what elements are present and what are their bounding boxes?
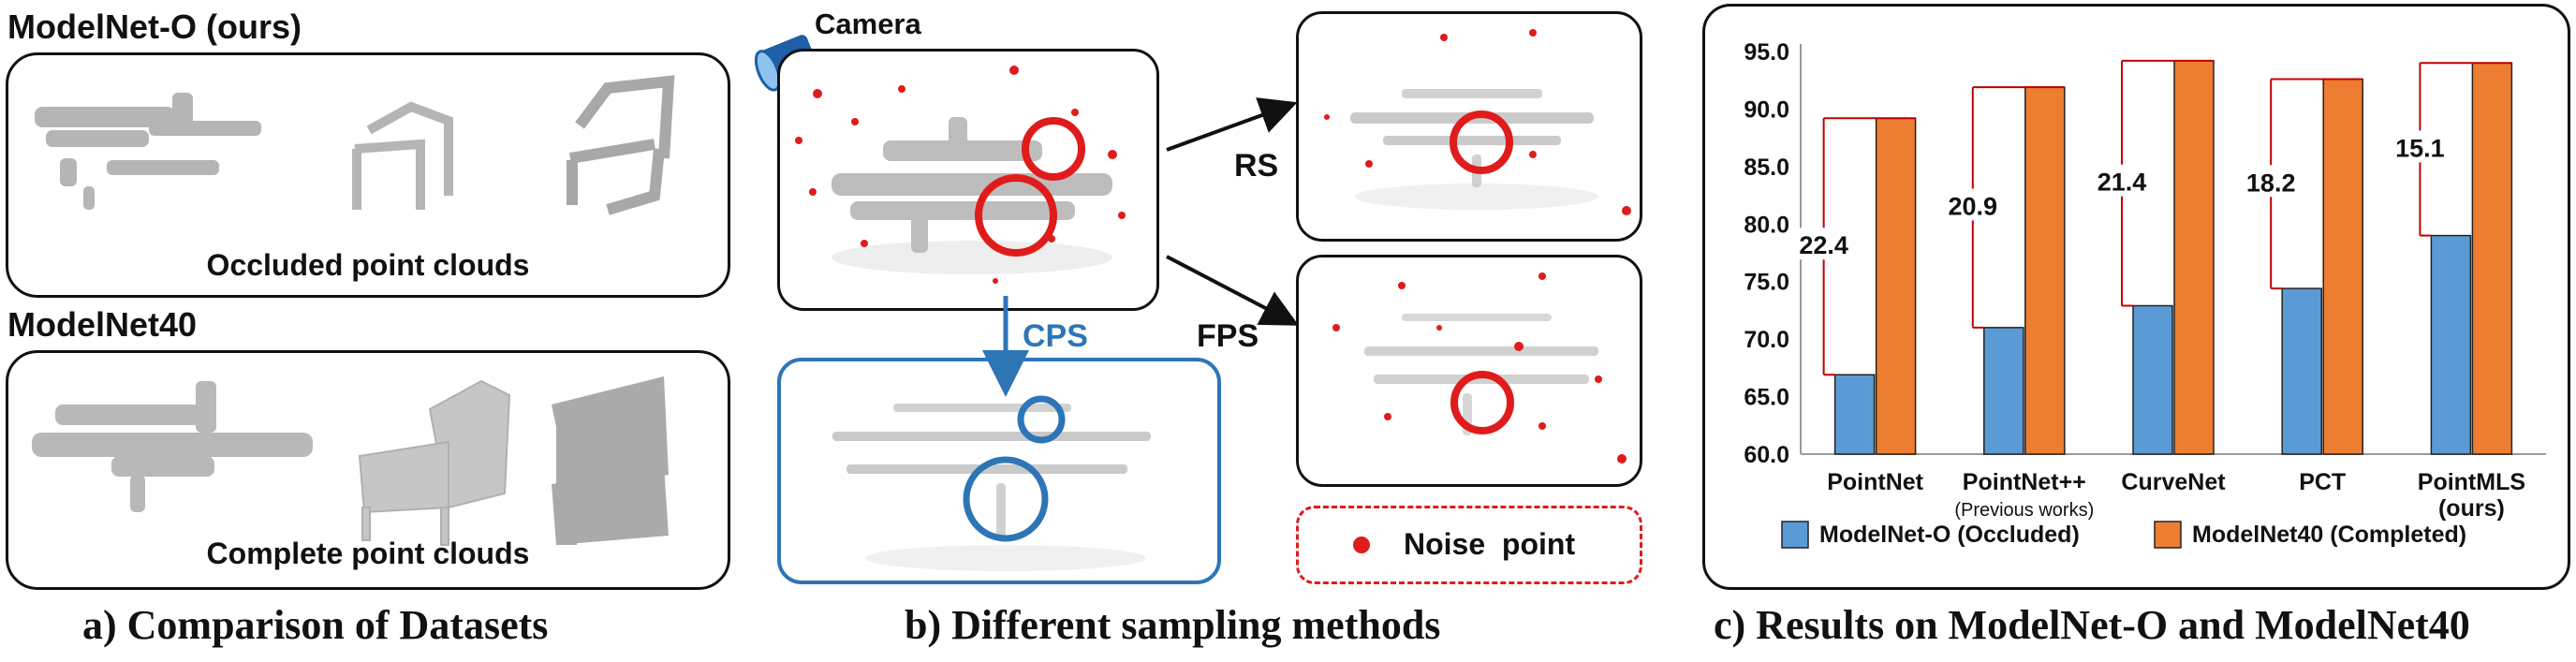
legend-label-occluded: ModelNet-O (Occluded) xyxy=(1819,522,2080,548)
category-label: PointMLS xyxy=(2418,469,2525,495)
bar-occluded xyxy=(1983,327,2024,455)
gap-label-bg xyxy=(2390,130,2451,163)
legend-label-completed: ModelNet40 (Completed) xyxy=(2192,522,2466,548)
results-chart-panel: 60.0 65.0 70.0 75.0 80.0 85.0 90.0 95.0 22.4 Poin… xyxy=(1702,4,2570,590)
fps-sampled-cloud xyxy=(1332,272,1627,463)
gap-label: 22.4 xyxy=(1799,231,1848,259)
bar-occluded xyxy=(2281,287,2322,455)
input-point-cloud-panel xyxy=(777,49,1159,311)
fps-sampled-panel xyxy=(1296,255,1642,487)
bar-completed xyxy=(2322,78,2363,455)
legend-swatch-completed xyxy=(2154,521,2182,549)
occluded-dataset-title: ModelNet-O (ours) xyxy=(7,7,302,46)
cps-label: CPS xyxy=(1023,318,1088,354)
gap-label-bg xyxy=(1793,228,1854,260)
camera-label: Camera xyxy=(815,7,921,40)
results-bar-chart: 60.0 65.0 70.0 75.0 80.0 85.0 90.0 95.0 22.4 Poin… xyxy=(1744,39,2546,549)
rs-arrow xyxy=(1166,97,1298,152)
y-tick-label: 75.0 xyxy=(1744,270,1789,296)
bar-completed xyxy=(1875,117,1917,455)
complete-dataset-title: ModelNet40 xyxy=(7,305,198,344)
bar-occluded xyxy=(2430,234,2472,455)
y-tick-label: 65.0 xyxy=(1744,385,1789,411)
y-tick-label: 90.0 xyxy=(1744,96,1789,123)
bar-completed xyxy=(2024,86,2066,455)
input-point-cloud xyxy=(795,66,1126,284)
caption-a: a) Comparison of Datasets xyxy=(82,602,549,648)
rs-label: RS xyxy=(1234,148,1279,184)
noise-point-marker xyxy=(1353,537,1370,553)
y-tick-label: 60.0 xyxy=(1744,442,1789,468)
gap-label-bg xyxy=(2092,164,2152,197)
gap-label: 21.4 xyxy=(2098,169,2147,197)
fps-arrow xyxy=(1166,255,1300,326)
complete-point-clouds-label: Complete point clouds xyxy=(206,537,530,570)
noise-point-label: Noise point xyxy=(1404,527,1576,561)
category-label: PointNet xyxy=(1827,469,1923,495)
cps-sampled-cloud xyxy=(832,395,1151,571)
category-label: PointNet++ xyxy=(1963,469,2086,495)
noise-legend-box: Noise point xyxy=(1296,506,1642,584)
gap-label: 15.1 xyxy=(2395,134,2445,162)
rs-sampled-panel xyxy=(1296,11,1642,242)
category-label: CurveNet xyxy=(2121,469,2226,495)
category-sublabel: (ours) xyxy=(2438,495,2505,522)
occluded-point-clouds-label: Occluded point clouds xyxy=(206,248,530,282)
caption-b: b) Different sampling methods xyxy=(905,602,1441,648)
y-tick-label: 80.0 xyxy=(1744,212,1789,238)
gap-label: 18.2 xyxy=(2246,169,2296,197)
category-sublabel: (Previous works) xyxy=(1954,500,2094,521)
complete-point-clouds-illustration xyxy=(32,376,669,546)
fps-label: FPS xyxy=(1197,318,1259,354)
y-tick-label: 85.0 xyxy=(1744,154,1789,181)
caption-c: c) Results on ModelNet-O and ModelNet40 xyxy=(1714,602,2470,648)
y-tick-label: 95.0 xyxy=(1744,39,1789,66)
gap-label-bg xyxy=(1942,188,2003,221)
occluded-dataset-panel: Occluded point clouds xyxy=(6,52,730,298)
bar-completed xyxy=(2173,60,2215,455)
bar-occluded xyxy=(2132,304,2173,455)
complete-dataset-panel: Complete point clouds xyxy=(6,350,730,590)
gap-label-bg xyxy=(2241,165,2302,198)
occluded-point-clouds-illustration xyxy=(35,75,675,215)
rs-sampled-cloud xyxy=(1324,29,1631,215)
gap-label: 20.9 xyxy=(1949,192,1998,220)
bar-completed xyxy=(2471,62,2513,455)
category-label: PCT xyxy=(2299,469,2346,495)
legend-swatch-occluded xyxy=(1781,521,1809,549)
bar-occluded xyxy=(1833,374,1876,455)
y-tick-label: 70.0 xyxy=(1744,327,1789,353)
